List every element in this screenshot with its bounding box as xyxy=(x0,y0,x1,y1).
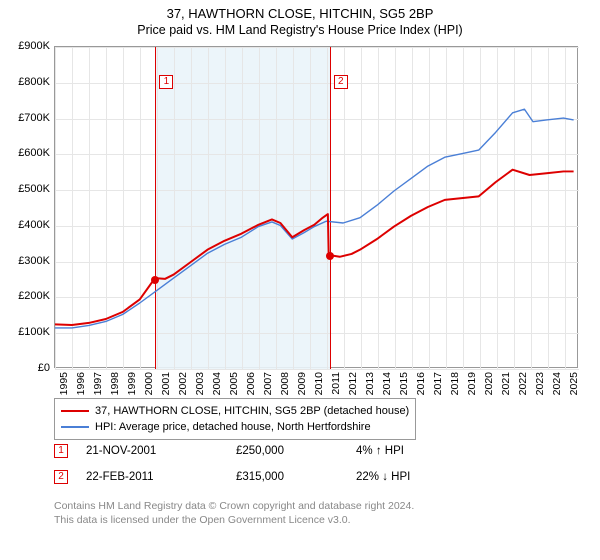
chart-container: 37, HAWTHORN CLOSE, HITCHIN, SG5 2BP Pri… xyxy=(0,0,600,560)
transaction-price: £315,000 xyxy=(236,471,356,483)
y-axis-label: £0 xyxy=(0,362,50,374)
series-hpi xyxy=(55,109,574,328)
sale-point xyxy=(326,252,334,260)
y-axis-label: £700K xyxy=(0,112,50,124)
plot-svg xyxy=(55,47,577,367)
x-axis-label: 2025 xyxy=(568,372,580,412)
sale-point xyxy=(151,276,159,284)
footer-line-1: Contains HM Land Registry data © Crown c… xyxy=(54,500,414,514)
transaction-date: 21-NOV-2001 xyxy=(86,445,236,457)
transaction-marker: 2 xyxy=(54,470,68,484)
marker-label: 2 xyxy=(334,75,348,89)
legend: 37, HAWTHORN CLOSE, HITCHIN, SG5 2BP (de… xyxy=(54,398,416,440)
y-axis-label: £300K xyxy=(0,255,50,267)
x-axis-label: 2016 xyxy=(415,372,427,412)
chart-title: 37, HAWTHORN CLOSE, HITCHIN, SG5 2BP xyxy=(0,0,600,21)
x-axis-label: 2018 xyxy=(449,372,461,412)
transaction-row: 1 21-NOV-2001£250,0004% ↑ HPI xyxy=(54,444,404,458)
y-axis-label: £500K xyxy=(0,183,50,195)
x-axis-label: 2020 xyxy=(483,372,495,412)
x-axis-label: 2017 xyxy=(432,372,444,412)
transaction-diff: 22% ↓ HPI xyxy=(356,471,410,483)
y-axis-label: £200K xyxy=(0,290,50,302)
y-axis-label: £600K xyxy=(0,147,50,159)
y-axis-label: £800K xyxy=(0,76,50,88)
legend-label: 37, HAWTHORN CLOSE, HITCHIN, SG5 2BP (de… xyxy=(95,405,409,417)
y-axis-label: £900K xyxy=(0,40,50,52)
x-axis-label: 2021 xyxy=(500,372,512,412)
x-axis-label: 2022 xyxy=(517,372,529,412)
transaction-diff: 4% ↑ HPI xyxy=(356,445,404,457)
marker-label: 1 xyxy=(159,75,173,89)
chart-subtitle: Price paid vs. HM Land Registry's House … xyxy=(0,21,600,41)
series-property xyxy=(55,170,574,325)
transaction-marker: 1 xyxy=(54,444,68,458)
transaction-price: £250,000 xyxy=(236,445,356,457)
legend-swatch xyxy=(61,410,89,412)
footer-attribution: Contains HM Land Registry data © Crown c… xyxy=(54,500,414,527)
legend-swatch xyxy=(61,426,89,428)
legend-label: HPI: Average price, detached house, Nort… xyxy=(95,421,371,433)
x-axis-label: 2019 xyxy=(466,372,478,412)
x-axis-label: 2024 xyxy=(551,372,563,412)
legend-item: 37, HAWTHORN CLOSE, HITCHIN, SG5 2BP (de… xyxy=(61,403,409,419)
y-axis-label: £100K xyxy=(0,326,50,338)
plot-area: 12 xyxy=(54,46,578,368)
footer-line-2: This data is licensed under the Open Gov… xyxy=(54,514,414,528)
transaction-date: 22-FEB-2011 xyxy=(86,471,236,483)
x-axis-label: 2023 xyxy=(534,372,546,412)
legend-item: HPI: Average price, detached house, Nort… xyxy=(61,419,409,435)
y-axis-label: £400K xyxy=(0,219,50,231)
transaction-row: 2 22-FEB-2011£315,00022% ↓ HPI xyxy=(54,470,410,484)
